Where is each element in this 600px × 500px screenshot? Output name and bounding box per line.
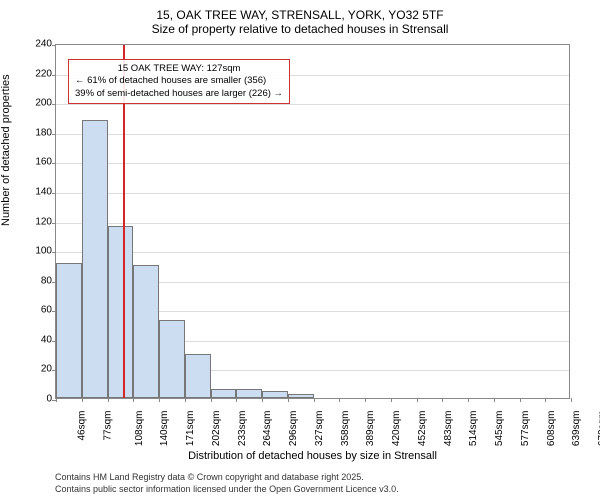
histogram-bar — [236, 389, 262, 398]
y-tick-label: 160 — [35, 157, 52, 168]
histogram-bar — [108, 226, 134, 398]
y-tick-mark — [52, 104, 56, 105]
x-tick-label: 577sqm — [520, 411, 531, 447]
x-tick-mark — [108, 398, 109, 402]
x-tick-label: 46sqm — [77, 411, 88, 441]
footer-line-1: Contains HM Land Registry data © Crown c… — [55, 472, 364, 482]
x-tick-label: 420sqm — [391, 411, 402, 447]
gridline — [56, 104, 569, 105]
x-tick-label: 77sqm — [102, 411, 113, 441]
histogram-bar — [159, 320, 185, 398]
x-tick-label: 233sqm — [237, 411, 248, 447]
histogram-bar — [82, 120, 108, 398]
x-tick-label: 639sqm — [571, 411, 582, 447]
x-tick-label: 608sqm — [546, 411, 557, 447]
x-tick-mark — [82, 398, 83, 402]
histogram-bar — [133, 265, 159, 398]
x-tick-mark — [159, 398, 160, 402]
x-tick-mark — [314, 398, 315, 402]
chart-title-main: 15, OAK TREE WAY, STRENSALL, YORK, YO32 … — [0, 0, 600, 22]
y-tick-label: 20 — [41, 364, 52, 375]
x-tick-mark — [468, 398, 469, 402]
annotation-box: 15 OAK TREE WAY: 127sqm← 61% of detached… — [68, 59, 290, 104]
x-tick-mark — [417, 398, 418, 402]
y-tick-mark — [52, 223, 56, 224]
x-tick-mark — [520, 398, 521, 402]
y-tick-label: 40 — [41, 334, 52, 345]
histogram-bar — [211, 389, 237, 398]
x-tick-label: 327sqm — [314, 411, 325, 447]
x-tick-mark — [391, 398, 392, 402]
x-tick-mark — [339, 398, 340, 402]
histogram-bar — [185, 354, 211, 398]
x-tick-mark — [288, 398, 289, 402]
x-tick-label: 358sqm — [340, 411, 351, 447]
y-tick-label: 120 — [35, 216, 52, 227]
annotation-line: 39% of semi-detached houses are larger (… — [75, 88, 283, 100]
y-tick-label: 220 — [35, 68, 52, 79]
y-tick-label: 200 — [35, 98, 52, 109]
x-tick-label: 171sqm — [185, 411, 196, 447]
x-tick-mark — [56, 398, 57, 402]
x-tick-mark — [185, 398, 186, 402]
y-axis-label: Number of detached properties — [0, 74, 12, 226]
footer-line-2: Contains public sector information licen… — [55, 484, 399, 494]
y-tick-label: 80 — [41, 275, 52, 286]
y-tick-mark — [52, 193, 56, 194]
y-tick-label: 240 — [35, 39, 52, 50]
gridline — [56, 223, 569, 224]
y-tick-label: 0 — [46, 394, 52, 405]
x-tick-mark — [442, 398, 443, 402]
histogram-bar — [56, 263, 82, 398]
x-tick-label: 389sqm — [365, 411, 376, 447]
y-tick-label: 60 — [41, 305, 52, 316]
x-tick-label: 545sqm — [494, 411, 505, 447]
x-tick-label: 264sqm — [262, 411, 273, 447]
x-tick-mark — [211, 398, 212, 402]
chart-container: 15, OAK TREE WAY, STRENSALL, YORK, YO32 … — [0, 0, 600, 500]
y-tick-label: 100 — [35, 246, 52, 257]
gridline — [56, 193, 569, 194]
x-tick-label: 140sqm — [159, 411, 170, 447]
plot-area: 15 OAK TREE WAY: 127sqm← 61% of detached… — [55, 44, 570, 399]
x-tick-label: 296sqm — [288, 411, 299, 447]
gridline — [56, 163, 569, 164]
x-tick-mark — [365, 398, 366, 402]
y-tick-label: 140 — [35, 186, 52, 197]
x-tick-label: 108sqm — [134, 411, 145, 447]
annotation-line: 15 OAK TREE WAY: 127sqm — [75, 63, 283, 75]
y-tick-mark — [52, 45, 56, 46]
x-axis-label: Distribution of detached houses by size … — [55, 450, 570, 462]
x-tick-mark — [133, 398, 134, 402]
x-tick-label: 452sqm — [417, 411, 428, 447]
y-tick-mark — [52, 163, 56, 164]
x-tick-mark — [236, 398, 237, 402]
histogram-bar — [288, 394, 314, 398]
chart-title-sub: Size of property relative to detached ho… — [0, 22, 600, 40]
y-tick-label: 180 — [35, 127, 52, 138]
x-tick-mark — [545, 398, 546, 402]
x-tick-label: 202sqm — [211, 411, 222, 447]
annotation-line: ← 61% of detached houses are smaller (35… — [75, 75, 283, 87]
y-tick-mark — [52, 134, 56, 135]
gridline — [56, 134, 569, 135]
y-tick-mark — [52, 75, 56, 76]
histogram-bar — [262, 391, 288, 398]
x-tick-mark — [262, 398, 263, 402]
y-tick-mark — [52, 252, 56, 253]
x-tick-label: 514sqm — [468, 411, 479, 447]
x-tick-mark — [571, 398, 572, 402]
x-tick-mark — [494, 398, 495, 402]
x-tick-label: 483sqm — [443, 411, 454, 447]
